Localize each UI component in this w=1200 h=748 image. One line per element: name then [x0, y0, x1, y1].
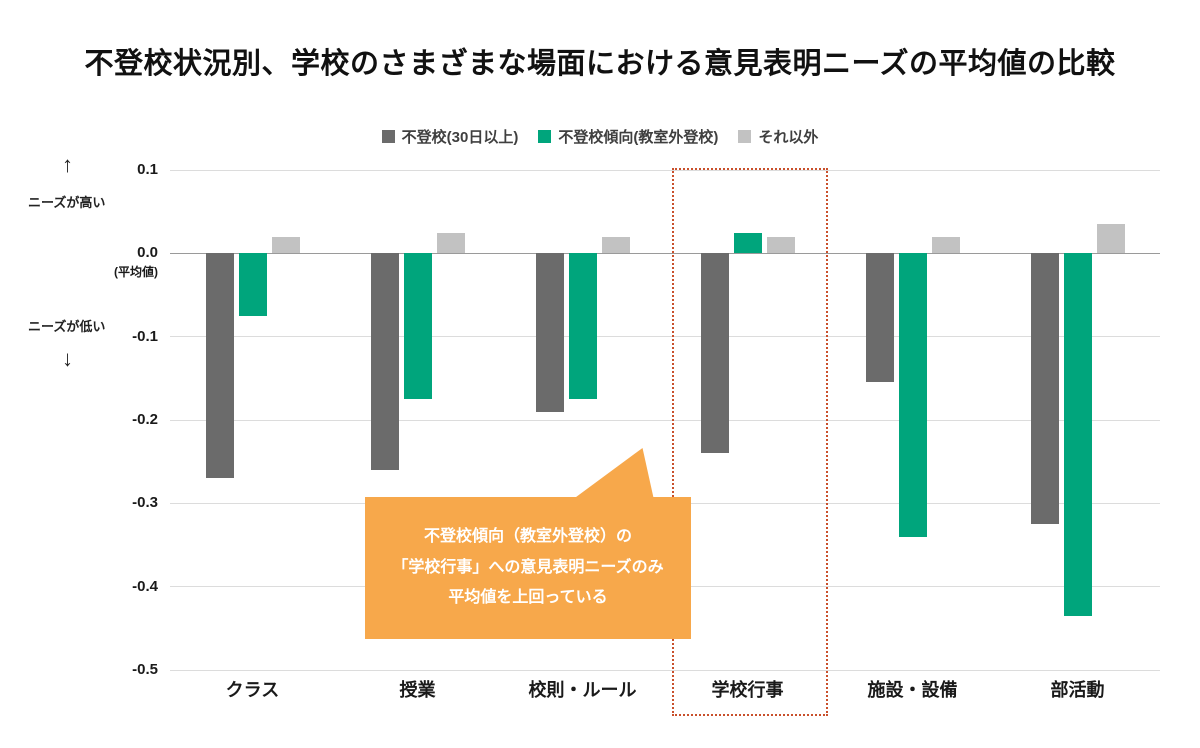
bar-校則・ルール-series0 — [535, 253, 564, 412]
x-axis-label-授業: 授業 — [399, 680, 436, 700]
bar-クラス-series0 — [205, 253, 234, 479]
highlight-dotted-rect — [671, 168, 828, 716]
bar-校則・ルール-series2 — [601, 236, 630, 254]
legend-item-sonota: それ以外 — [738, 126, 818, 147]
bar-クラス-series2 — [271, 236, 300, 254]
needs-low-arrow-icon: ↓ — [62, 346, 73, 371]
chart-title: 不登校状況別、学校のさまざまな場面における意見表明ニーズの平均値の比較 — [84, 48, 1116, 80]
y-tick-label: -0.3 — [132, 494, 158, 512]
needs-high-arrow-icon: ↑ — [62, 152, 73, 177]
legend-swatch-futoko — [381, 130, 395, 143]
bar-授業-series1 — [403, 253, 432, 400]
gridline — [170, 419, 1160, 421]
bar-クラス-series1 — [238, 253, 267, 316]
bar-施設・設備-series0 — [865, 253, 894, 383]
gridline — [170, 669, 1160, 671]
callout-line: 「学校行事」への意見表明ニーズのみ — [392, 558, 664, 576]
callout-line: 不登校傾向（教室外登校）の — [423, 527, 632, 545]
y-tick-label: -0.1 — [132, 327, 158, 345]
bar-授業-series0 — [370, 253, 399, 470]
legend-item-futoko-keiko: 不登校傾向(教室外登校) — [538, 126, 718, 147]
bar-部活動-series1 — [1063, 253, 1092, 616]
legend-label-futoko: 不登校(30日以上) — [401, 129, 519, 146]
y-axis-zero-sublabel: (平均値) — [114, 265, 158, 280]
gridline — [170, 336, 1160, 338]
bar-部活動-series2 — [1096, 224, 1125, 254]
y-tick-label: -0.4 — [132, 577, 158, 595]
y-tick-label: -0.2 — [132, 411, 158, 428]
legend-label-futoko-keiko: 不登校傾向(教室外登校) — [558, 129, 719, 146]
y-tick-label: -0.5 — [132, 661, 158, 678]
bar-部活動-series0 — [1030, 253, 1059, 525]
x-axis-label-部活動: 部活動 — [1050, 680, 1105, 700]
legend-label-sonota: それ以外 — [758, 129, 819, 146]
callout-line: 平均値を上回っている — [448, 589, 608, 607]
y-tick-label: 0.1 — [137, 161, 158, 178]
x-axis-label-クラス: クラス — [225, 680, 280, 700]
bar-施設・設備-series2 — [931, 236, 960, 254]
bar-校則・ルール-series1 — [568, 253, 597, 400]
zero-gridline — [170, 252, 1160, 254]
y-tick-label: 0.0 — [137, 244, 158, 262]
bar-学校行事-series0 — [700, 253, 729, 454]
x-axis-label-学校行事: 学校行事 — [711, 680, 784, 700]
legend-swatch-futoko-keiko — [538, 130, 552, 143]
bar-学校行事-series2 — [766, 236, 795, 254]
gridline — [170, 169, 1160, 171]
legend-swatch-sonota — [738, 130, 752, 143]
bar-施設・設備-series1 — [898, 253, 927, 537]
x-axis-label-校則・ルール: 校則・ルール — [528, 680, 637, 700]
y-axis-labels: 0.1 0.0 (平均値) -0.1 -0.2 -0.3 -0.4 -0.5 — [90, 161, 158, 690]
callout-bubble: 不登校傾向（教室外登校）の 「学校行事」への意見表明ニーズのみ 平均値を上回って… — [365, 497, 691, 639]
bar-授業-series2 — [436, 232, 465, 254]
legend-item-futoko: 不登校(30日以上) — [381, 126, 519, 147]
x-axis-labels: クラス 授業 校則・ルール 学校行事 施設・設備 部活動 — [170, 676, 1160, 706]
legend: 不登校(30日以上) 不登校傾向(教室外登校) それ以外 — [0, 126, 1200, 147]
bar-学校行事-series1 — [733, 232, 762, 254]
needs-high-label: ニーズが高い — [28, 195, 106, 210]
x-axis-label-施設・設備: 施設・設備 — [867, 680, 958, 700]
needs-low-label: ニーズが低い — [28, 319, 106, 334]
